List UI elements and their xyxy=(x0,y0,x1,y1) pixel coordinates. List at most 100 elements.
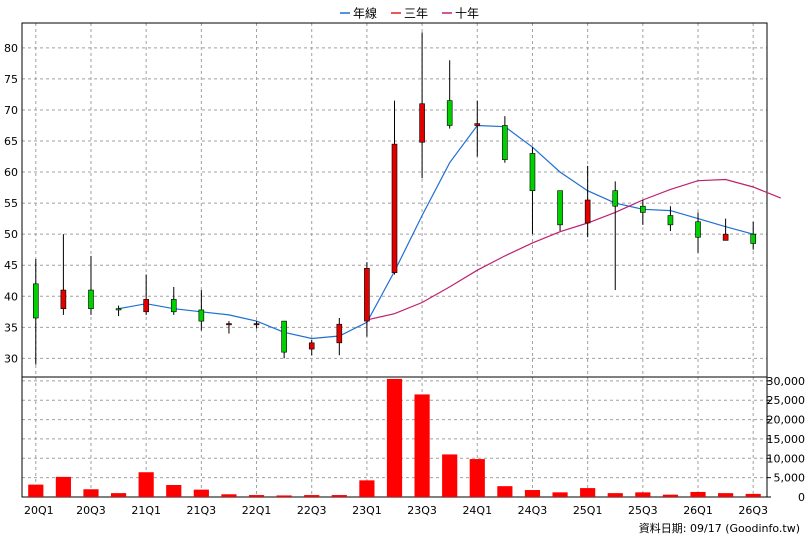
volume-tick-label: 25,000 xyxy=(767,394,806,407)
x-tick-label: 23Q3 xyxy=(407,504,437,517)
x-tick-label: 26Q1 xyxy=(683,504,713,517)
candlestick xyxy=(695,212,701,253)
price-tick-label: 45 xyxy=(4,259,18,272)
volume-bar xyxy=(110,493,127,497)
candle-body xyxy=(170,299,177,313)
candlestick xyxy=(391,100,398,275)
candle-body xyxy=(446,100,453,126)
candlestick xyxy=(281,320,287,359)
candlestick xyxy=(308,339,315,356)
candle-body xyxy=(198,309,205,322)
volume-tick-label: 30,000 xyxy=(767,375,806,388)
volume-bar xyxy=(552,492,568,497)
x-tick-label: 22Q1 xyxy=(242,504,272,517)
volume-bar xyxy=(83,489,99,497)
candle-body xyxy=(226,323,232,326)
candlestick xyxy=(474,100,481,157)
candlestick xyxy=(364,262,370,337)
price-tick-label: 70 xyxy=(4,104,18,117)
candle-body xyxy=(667,215,674,226)
volume-bar xyxy=(276,495,292,497)
candlestick xyxy=(336,318,343,356)
candlestick xyxy=(115,305,122,317)
volume-tick-label: 15,000 xyxy=(767,433,806,446)
candlestick xyxy=(557,190,563,232)
legend-label: 十年 xyxy=(455,7,479,21)
price-tick-label: 65 xyxy=(4,135,18,148)
candle-body xyxy=(60,289,67,309)
volume-bar xyxy=(55,476,71,497)
candlestick xyxy=(612,181,619,291)
volume-bar xyxy=(359,480,375,497)
x-tick-label: 21Q3 xyxy=(187,504,217,517)
price-tick-label: 75 xyxy=(4,73,18,86)
x-axis: 20Q1 20Q3 21Q1 21Q3 22Q1 22Q3 23Q1 23Q3 24Q1 24Q3… xyxy=(24,504,768,517)
volume-bar xyxy=(607,493,623,497)
price-tick-label: 80 xyxy=(4,42,18,55)
candle-body xyxy=(750,233,757,244)
price-axis: 30 35 40 45 50 55 60 65 70 75 80 xyxy=(4,42,18,366)
volume-bar xyxy=(497,486,513,497)
x-tick-label: 24Q3 xyxy=(518,504,548,517)
volume-bar xyxy=(635,492,651,497)
volume-bar xyxy=(580,488,596,497)
volume-bar xyxy=(718,493,734,497)
candle-body xyxy=(419,103,425,143)
x-tick-label: 22Q3 xyxy=(297,504,327,517)
candle-body xyxy=(584,199,591,224)
x-tick-label: 23Q1 xyxy=(352,504,382,517)
volume-bar xyxy=(386,378,403,497)
candlestick xyxy=(722,218,729,241)
volume-tick-label: 5,000 xyxy=(774,472,806,485)
candlestick xyxy=(198,290,205,331)
x-tick-label: 20Q1 xyxy=(24,504,54,517)
candle-body xyxy=(115,308,122,311)
candlestick xyxy=(143,274,149,315)
candle-body xyxy=(640,205,646,213)
candlestick xyxy=(750,221,757,250)
volume-tick-label: 10,000 xyxy=(767,452,806,465)
volume-bars xyxy=(28,378,761,497)
volume-bar xyxy=(248,495,265,497)
x-tick-label: 25Q3 xyxy=(628,504,658,517)
volume-bar xyxy=(662,494,679,497)
legend-label: 三年 xyxy=(404,7,428,21)
candlestick xyxy=(32,259,39,365)
volume-bar xyxy=(28,484,44,497)
candle-body xyxy=(391,143,398,273)
x-tick-label: 21Q1 xyxy=(131,504,161,517)
x-tick-label: 26Q3 xyxy=(738,504,768,517)
price-tick-label: 55 xyxy=(4,197,18,210)
ma-line xyxy=(118,124,754,340)
price-tick-label: 50 xyxy=(4,228,18,241)
candlestick xyxy=(584,165,591,238)
candlestick xyxy=(60,234,67,315)
candle-body xyxy=(612,190,619,207)
volume-bar xyxy=(193,489,209,497)
legend: 年線 三年 十年 xyxy=(340,6,479,21)
candlestick xyxy=(226,321,232,334)
volume-bar xyxy=(304,495,320,497)
price-tick-label: 60 xyxy=(4,166,18,179)
volume-bar xyxy=(414,394,430,497)
legend-item: 三年 xyxy=(391,7,428,21)
candle-body xyxy=(143,299,149,313)
candlestick xyxy=(170,286,177,315)
candlestick xyxy=(253,321,260,329)
candle-body xyxy=(253,323,260,326)
source-note: 資料日期: 09/17 (Goodinfo.tw) xyxy=(639,521,800,535)
legend-label: 年線 xyxy=(353,6,377,21)
price-tick-label: 30 xyxy=(4,352,18,365)
candle-body xyxy=(722,233,729,241)
candle-body xyxy=(502,125,508,160)
moving-average-lines xyxy=(118,124,782,340)
candle-body xyxy=(32,283,39,319)
volume-axis: 0 5,000 10,000 15,000 20,000 25,000 30,000 xyxy=(767,375,806,504)
volume-tick-label: 0 xyxy=(798,491,805,504)
volume-bar xyxy=(524,490,541,497)
candle-body xyxy=(695,221,701,238)
legend-item: 年線 xyxy=(340,6,377,21)
volume-bar xyxy=(442,454,458,497)
